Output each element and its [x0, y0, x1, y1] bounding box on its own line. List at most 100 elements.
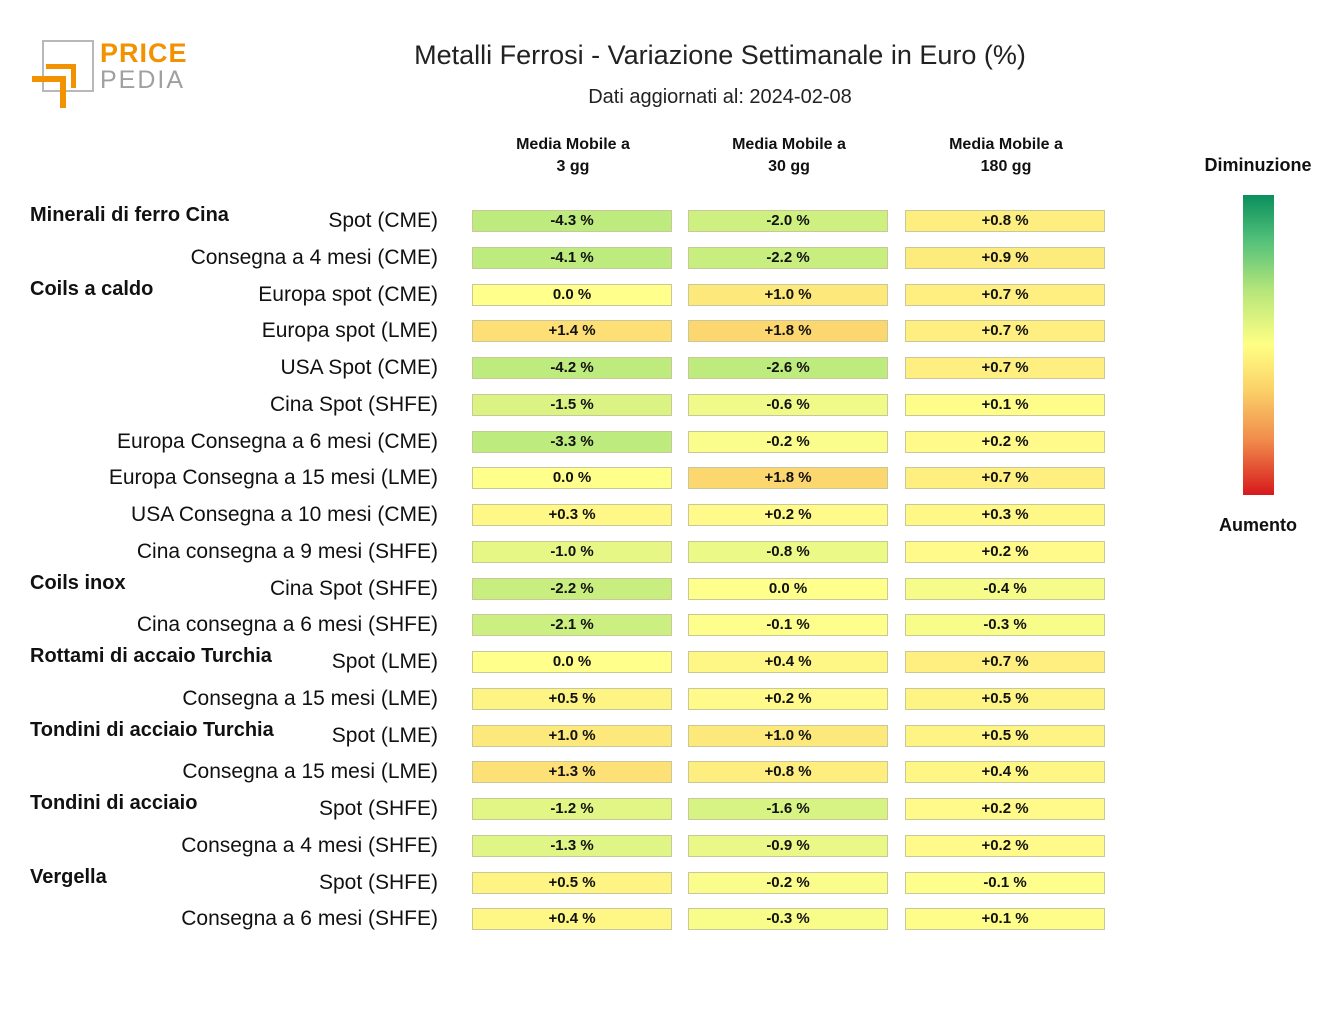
heatmap-cell: -4.3 %: [472, 210, 672, 232]
group-label: Tondini di acciaio Turchia: [30, 718, 274, 741]
heatmap-cell: -0.4 %: [905, 577, 1105, 600]
row-label: Cina Spot (SHFE): [269, 576, 438, 600]
heatmap-cell: -4.1 %: [472, 246, 672, 269]
heatmap-cell: +1.3 %: [472, 761, 672, 784]
heatmap-cell: +0.7 %: [905, 467, 1105, 490]
heatmap-cell: 0.0 %: [472, 283, 672, 306]
heatmap-cell: +1.0 %: [688, 283, 888, 306]
heatmap-cell: -3.3 %: [472, 430, 672, 453]
heatmap-cell: +0.3 %: [472, 504, 672, 526]
heatmap-cell: +0.9 %: [905, 246, 1105, 269]
logo-mark: [46, 64, 76, 69]
legend-label-top: Diminuzione: [1204, 155, 1312, 175]
heatmap-cell: -0.3 %: [905, 614, 1105, 637]
heatmap-cell: -1.5 %: [472, 393, 672, 416]
heatmap-cell: 0.0 %: [472, 651, 672, 673]
heatmap-cell: -0.8 %: [688, 540, 888, 563]
row-label: Spot (SHFE): [318, 870, 438, 894]
heatmap-cell: +0.4 %: [905, 761, 1105, 784]
heatmap-cell: +0.2 %: [905, 834, 1105, 857]
heatmap-cell: -0.6 %: [688, 393, 888, 416]
heatmap-cell: +0.5 %: [905, 687, 1105, 710]
logo-text-pedia: PEDIA: [100, 66, 186, 94]
heatmap-cell: -1.2 %: [472, 798, 672, 820]
row-label: Europa Consegna a 6 mesi (CME): [117, 429, 438, 453]
heatmap-cell: -0.1 %: [905, 871, 1105, 894]
column-header-line: 3 gg: [556, 158, 590, 175]
column-header-line: 30 gg: [768, 158, 810, 175]
logo-mark: [32, 76, 66, 82]
row-label: Consegna a 4 mesi (SHFE): [181, 833, 438, 857]
heatmap-cell: +0.7 %: [905, 320, 1105, 343]
row-label: Spot (CME): [328, 209, 438, 232]
row-label: Consegna a 15 mesi (LME): [182, 686, 438, 710]
legend-color-bar: [1243, 195, 1274, 495]
heatmap-cell: -1.6 %: [688, 798, 888, 820]
heatmap-cell: -0.3 %: [688, 908, 888, 931]
row-label: Cina consegna a 9 mesi (SHFE): [136, 539, 438, 563]
heatmap-cell: -0.2 %: [688, 871, 888, 894]
column-header-line: Media Mobile a: [516, 136, 630, 153]
row-label: USA Spot (CME): [280, 356, 438, 379]
heatmap-cell: -1.3 %: [472, 834, 672, 857]
heatmap-cell: -2.2 %: [688, 246, 888, 269]
heatmap-cell: +0.2 %: [905, 798, 1105, 820]
heatmap-cell: -0.2 %: [688, 430, 888, 453]
heatmap-cell: +0.1 %: [905, 393, 1105, 416]
pricepedia-logo: PRICE PEDIA: [28, 36, 188, 112]
row-label: Europa spot (CME): [258, 282, 438, 306]
row-label: Spot (SHFE): [318, 797, 438, 820]
heatmap-cell: -2.1 %: [472, 614, 672, 637]
logo-square: [42, 40, 94, 92]
column-header-line: Media Mobile a: [732, 136, 846, 153]
row-label: Cina Spot (SHFE): [269, 392, 438, 416]
row-label: Consegna a 15 mesi (LME): [182, 760, 438, 784]
heatmap-cell: +0.8 %: [688, 761, 888, 784]
heatmap-cell: +1.8 %: [688, 320, 888, 343]
chart-subtitle: Dati aggiornati al: 2024-02-08: [588, 86, 852, 108]
heatmap-cell: -2.6 %: [688, 357, 888, 379]
logo-text-price: PRICE: [100, 38, 188, 68]
heatmap-cell: -4.2 %: [472, 357, 672, 379]
heatmap-cell: +0.4 %: [472, 908, 672, 931]
heatmap-cell: +0.3 %: [905, 504, 1105, 526]
heatmap-cell: 0.0 %: [688, 577, 888, 600]
column-header: Media Mobile a 30 gg: [688, 134, 890, 178]
row-label: Cina consegna a 6 mesi (SHFE): [136, 613, 438, 637]
heatmap-cell: -0.1 %: [688, 614, 888, 637]
row-label: Spot (LME): [331, 650, 438, 673]
heatmap-cell: +1.8 %: [688, 467, 888, 490]
heatmap-cell: +1.0 %: [472, 724, 672, 747]
logo-mark: [71, 64, 76, 88]
heatmap-cell: -1.0 %: [472, 540, 672, 563]
heatmap-cell: +0.2 %: [688, 687, 888, 710]
column-header: Media Mobile a 180 gg: [905, 134, 1107, 178]
logo-mark: [60, 76, 66, 108]
legend-label-bottom: Aumento: [1219, 515, 1297, 535]
group-label: Minerali di ferro Cina: [30, 204, 229, 226]
row-label: Consegna a 4 mesi (CME): [190, 245, 438, 269]
heatmap-cell: -2.0 %: [688, 210, 888, 232]
heatmap-cell: +1.0 %: [688, 724, 888, 747]
group-label: Coils inox: [30, 571, 126, 594]
heatmap-cell: +0.7 %: [905, 283, 1105, 306]
row-label: Consegna a 6 mesi (SHFE): [181, 907, 438, 931]
heatmap-cell: +0.2 %: [905, 430, 1105, 453]
group-label: Vergella: [30, 865, 107, 888]
column-header: Media Mobile a 3 gg: [472, 134, 674, 178]
column-header-line: Media Mobile a: [949, 136, 1063, 153]
group-label: Tondini di acciaio: [30, 792, 198, 814]
heatmap-cell: +0.7 %: [905, 651, 1105, 673]
heatmap-cell: -0.9 %: [688, 834, 888, 857]
heatmap-cell: +0.5 %: [472, 871, 672, 894]
heatmap-cell: +0.8 %: [905, 210, 1105, 232]
heatmap-cell: 0.0 %: [472, 467, 672, 490]
row-label: Spot (LME): [331, 723, 438, 747]
heatmap-cell: +1.4 %: [472, 320, 672, 343]
group-label: Rottami di accaio Turchia: [30, 645, 272, 667]
heatmap-cell: +0.1 %: [905, 908, 1105, 931]
row-label: Europa Consegna a 15 mesi (LME): [108, 466, 438, 490]
heatmap-cell: +0.2 %: [905, 540, 1105, 563]
heatmap-cell: -2.2 %: [472, 577, 672, 600]
column-header-line: 180 gg: [980, 158, 1032, 175]
